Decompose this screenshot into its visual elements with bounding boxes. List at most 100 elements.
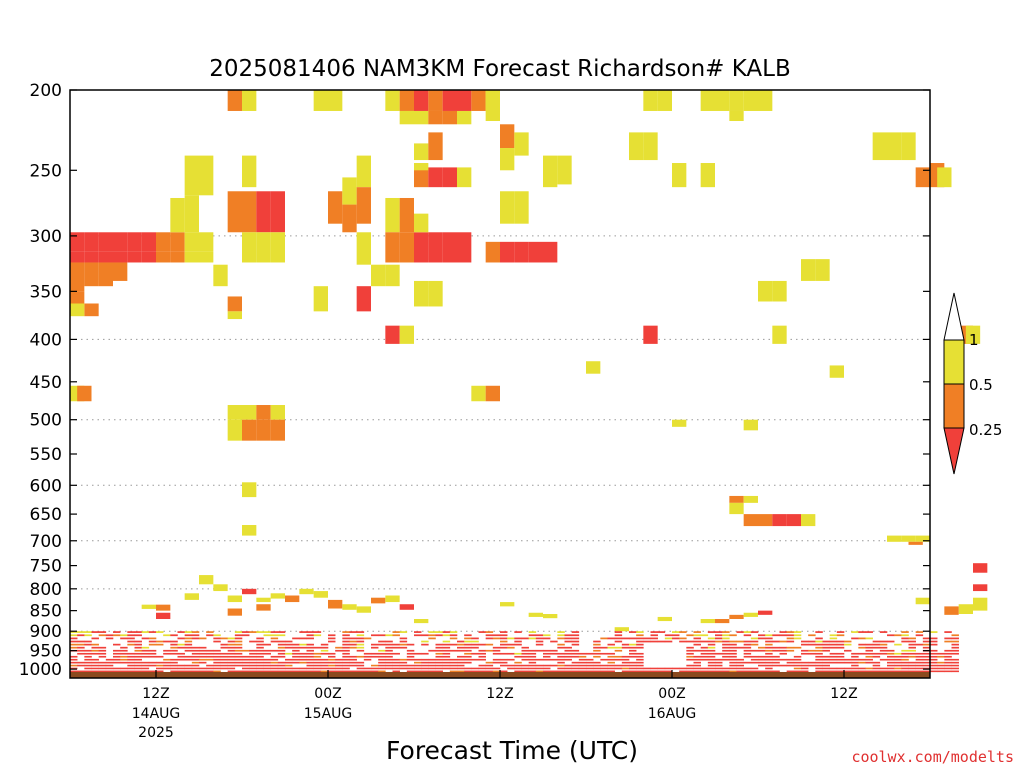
ri-cell-boundary [363, 652, 372, 655]
ri-cell [70, 232, 85, 252]
ri-cell [242, 232, 257, 263]
ri-cell-boundary [127, 667, 135, 670]
ri-cell-boundary [500, 643, 508, 646]
ri-cell-boundary [206, 631, 214, 633]
ri-cell-boundary [686, 649, 694, 652]
ri-cell-boundary [801, 640, 809, 643]
ri-cell-boundary [70, 631, 78, 633]
ri-cell-boundary [836, 667, 845, 670]
ri-cell-boundary [930, 640, 938, 643]
ri-cell-boundary [242, 649, 250, 652]
ri-cell-boundary [586, 670, 594, 673]
ri-cell-boundary [686, 670, 694, 673]
ri-cell-boundary [822, 661, 830, 664]
ri-cell-boundary [865, 643, 873, 646]
ri-cell-boundary [457, 667, 465, 670]
ri-cell-boundary [951, 649, 959, 652]
ri-cell-boundary [629, 646, 637, 649]
ri-cell-boundary [378, 661, 386, 664]
ri-cell-boundary [414, 661, 422, 664]
ri-cell-boundary [951, 646, 959, 649]
ri-cell-boundary [220, 646, 228, 649]
credit-link[interactable]: coolwx.com/modelts [851, 748, 1014, 766]
ri-cell-boundary [91, 667, 99, 670]
ri-cell [141, 251, 156, 263]
ri-cell-boundary [442, 640, 451, 643]
ri-cell-boundary [894, 667, 902, 670]
ri-cell-boundary [535, 649, 544, 652]
ri-cell-boundary [729, 646, 737, 649]
ri-cell [414, 143, 429, 161]
ri-cell-boundary [879, 670, 888, 673]
ri-cell [70, 291, 85, 304]
ri-cell-boundary [500, 658, 508, 661]
ri-cell [256, 597, 271, 603]
ri-cell-boundary [765, 652, 773, 655]
x-tick-label: 00Z [658, 686, 685, 702]
ri-cell-boundary [693, 634, 701, 637]
ri-cell-boundary [836, 670, 845, 673]
ri-cell-boundary [729, 643, 737, 646]
ri-cell-boundary [543, 634, 551, 637]
ri-cell-boundary [922, 667, 931, 670]
ri-cell-boundary [858, 652, 866, 655]
ri-cell-boundary [786, 661, 795, 664]
x-tick-date: 15AUG [304, 706, 353, 722]
ri-cell-boundary [514, 667, 522, 670]
colorbar-legend: 1 0.5 0.25 [943, 292, 1002, 475]
ri-cell [328, 90, 343, 111]
ri-cell-boundary [829, 655, 838, 658]
ri-cell-boundary [249, 631, 257, 633]
ri-cell-boundary [922, 643, 931, 646]
ri-cell-boundary [256, 640, 264, 643]
ri-cell [457, 90, 472, 111]
ri-cell-boundary [557, 646, 565, 649]
ri-cell-boundary [177, 637, 185, 640]
ri-cell-boundary [84, 649, 92, 652]
ri-cell-boundary [191, 634, 200, 637]
ri-cell-boundary [535, 670, 544, 673]
ri-cell [385, 264, 400, 287]
ri-cell-boundary [801, 649, 809, 652]
ri-cell-boundary [234, 664, 243, 667]
ri-cell-boundary [70, 634, 78, 637]
ri-cell-boundary [815, 646, 823, 649]
ri-cell-boundary [320, 643, 329, 646]
ri-cell-boundary [349, 670, 357, 673]
ri-cell-boundary [858, 658, 866, 661]
ri-cell-boundary [299, 643, 307, 646]
ri-cell-boundary [285, 652, 293, 655]
ri-cell-boundary [707, 664, 716, 667]
ri-cell-boundary [356, 643, 365, 646]
ri-cell [342, 177, 357, 205]
ri-cell-boundary [91, 631, 99, 633]
ri-cell-boundary [829, 661, 838, 664]
ri-cell-boundary [385, 652, 393, 655]
ri-cell-boundary [643, 670, 651, 673]
ri-cell-boundary [421, 634, 429, 637]
ri-cell-boundary [428, 661, 436, 664]
ri-cell [227, 595, 242, 603]
ri-cell-boundary [865, 646, 873, 649]
ri-cell [700, 619, 715, 624]
ri-cell [872, 132, 887, 161]
ri-cell-boundary [922, 670, 931, 673]
ri-cell-boundary [772, 661, 780, 664]
ri-cell-boundary [270, 640, 279, 643]
ri-cell-boundary [77, 643, 85, 646]
ri-cell-boundary [772, 655, 780, 658]
ri-cell-boundary [435, 664, 443, 667]
ri-cell-boundary [872, 652, 881, 655]
ri-cell-boundary [514, 643, 522, 646]
ri-cell-boundary [84, 664, 92, 667]
ri-cell-boundary [937, 670, 945, 673]
ri-cell-boundary [399, 646, 408, 649]
ri-cell-boundary [98, 661, 107, 664]
ri-cell-boundary [435, 667, 443, 670]
ri-cell [672, 419, 687, 427]
ri-cell-boundary [378, 640, 386, 643]
ri-cell [356, 606, 371, 613]
ri-cell-boundary [170, 640, 178, 643]
ri-cell-boundary [894, 661, 902, 664]
ri-cell-boundary [707, 637, 716, 640]
